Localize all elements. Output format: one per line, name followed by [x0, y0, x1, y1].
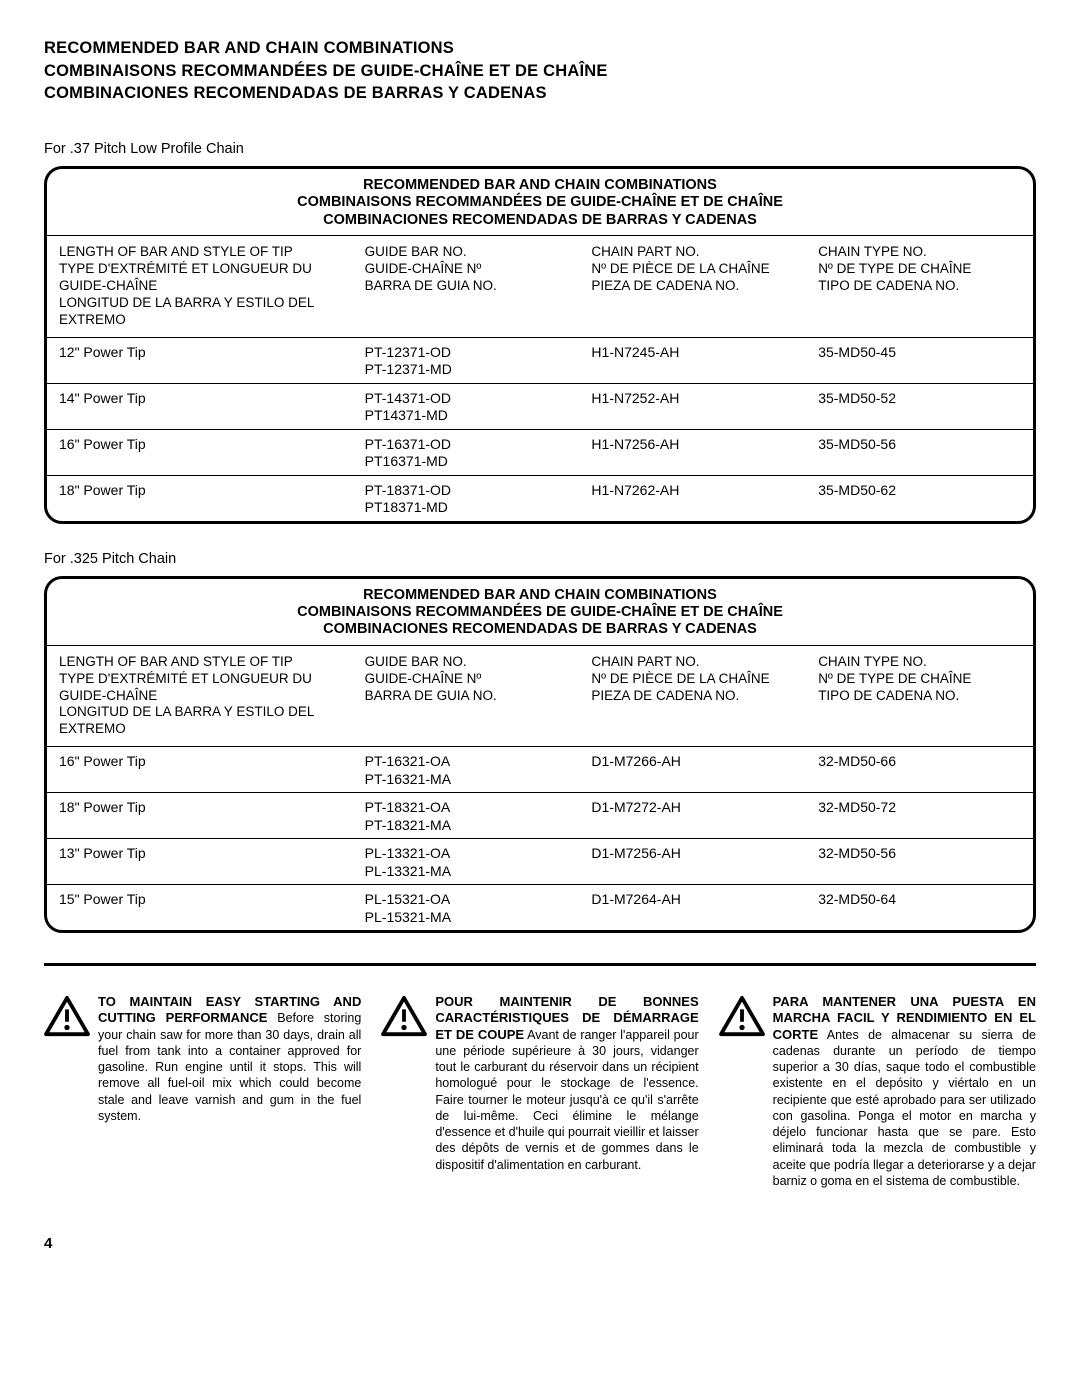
- cell-barno: PT-12371-OD PT-12371-MD: [353, 337, 580, 383]
- table-row: 18" Power Tip PT-18321-OA PT-18321-MA D1…: [47, 793, 1033, 839]
- bar-secondary: PT-16321-MA: [365, 771, 568, 789]
- bar-secondary: PT-12371-MD: [365, 361, 568, 379]
- notice-text: Avant de ranger l'appareil pour une péri…: [435, 1028, 698, 1172]
- table-title-en: RECOMMENDED BAR AND CHAIN COMBINATIONS: [59, 177, 1021, 194]
- col-partno: CHAIN PART NO.Nº DE PIÈCE DE LA CHAÎNEPI…: [579, 236, 806, 337]
- section-divider: [44, 963, 1036, 966]
- bar-secondary: PT16371-MD: [365, 453, 568, 471]
- table-row: 16" Power Tip PT-16371-OD PT16371-MD H1-…: [47, 429, 1033, 475]
- col-partno: CHAIN PART NO.Nº DE PIÈCE DE LA CHAÎNEPI…: [579, 645, 806, 746]
- cell-partno: D1-M7266-AH: [579, 747, 806, 793]
- cell-length: 15" Power Tip: [47, 885, 353, 931]
- col-length: LENGTH OF BAR AND STYLE OF TIPTYPE D'EXT…: [47, 236, 353, 337]
- cell-length: 18" Power Tip: [47, 475, 353, 521]
- section2-caption: For .325 Pitch Chain: [44, 550, 1036, 568]
- table-title-fr: COMBINAISONS RECOMMANDÉES DE GUIDE-CHAÎN…: [59, 194, 1021, 211]
- cell-partno: H1-N7245-AH: [579, 337, 806, 383]
- table-325pitch: RECOMMENDED BAR AND CHAIN COMBINATIONS C…: [44, 576, 1036, 934]
- cell-barno: PT-16321-OA PT-16321-MA: [353, 747, 580, 793]
- bar-secondary: PT-18321-MA: [365, 817, 568, 835]
- cell-length: 13" Power Tip: [47, 839, 353, 885]
- cell-partno: D1-M7256-AH: [579, 839, 806, 885]
- cell-partno: H1-N7256-AH: [579, 429, 806, 475]
- notice-body: TO MAINTAIN EASY STARTING AND CUTTING PE…: [98, 994, 361, 1124]
- notice-fr: POUR MAINTENIR DE BONNES CARACTÉRISTIQUE…: [381, 994, 698, 1173]
- warning-icon: [719, 996, 765, 1038]
- bar-secondary: PT18371-MD: [365, 499, 568, 517]
- cell-typeno: 35-MD50-56: [806, 429, 1033, 475]
- table-row: 12" Power Tip PT-12371-OD PT-12371-MD H1…: [47, 337, 1033, 383]
- cell-typeno: 32-MD50-64: [806, 885, 1033, 931]
- warning-icon: [381, 996, 427, 1038]
- bar-primary: PT-12371-OD: [365, 344, 568, 362]
- col-length: LENGTH OF BAR AND STYLE OF TIPTYPE D'EXT…: [47, 645, 353, 746]
- table-header-row: LENGTH OF BAR AND STYLE OF TIPTYPE D'EXT…: [47, 645, 1033, 746]
- cell-barno: PL-13321-OA PL-13321-MA: [353, 839, 580, 885]
- notice-en: TO MAINTAIN EASY STARTING AND CUTTING PE…: [44, 994, 361, 1124]
- cell-typeno: 32-MD50-56: [806, 839, 1033, 885]
- notice-es: PARA MANTENER UNA PUESTA EN MARCHA FACIL…: [719, 994, 1036, 1189]
- cell-barno: PT-18371-OD PT18371-MD: [353, 475, 580, 521]
- table-row: 16" Power Tip PT-16321-OA PT-16321-MA D1…: [47, 747, 1033, 793]
- warning-icon: [44, 996, 90, 1038]
- table-row: 14" Power Tip PT-14371-OD PT14371-MD H1-…: [47, 383, 1033, 429]
- cell-partno: D1-M7272-AH: [579, 793, 806, 839]
- bar-primary: PT-18321-OA: [365, 799, 568, 817]
- table-row: 15" Power Tip PL-15321-OA PL-15321-MA D1…: [47, 885, 1033, 931]
- bar-secondary: PT14371-MD: [365, 407, 568, 425]
- notice-text: Antes de almacenar su sierra de cadenas …: [773, 1028, 1036, 1188]
- bar-secondary: PL-15321-MA: [365, 909, 568, 927]
- cell-length: 14" Power Tip: [47, 383, 353, 429]
- cell-typeno: 32-MD50-72: [806, 793, 1033, 839]
- table-325pitch-grid: LENGTH OF BAR AND STYLE OF TIPTYPE D'EXT…: [47, 645, 1033, 930]
- heading-es: COMBINACIONES RECOMENDADAS DE BARRAS Y C…: [44, 83, 1036, 104]
- page-number: 4: [44, 1235, 1036, 1254]
- table-37pitch-grid: LENGTH OF BAR AND STYLE OF TIPTYPE D'EXT…: [47, 235, 1033, 520]
- bar-primary: PT-18371-OD: [365, 482, 568, 500]
- table-header-row: LENGTH OF BAR AND STYLE OF TIPTYPE D'EXT…: [47, 236, 1033, 337]
- cell-barno: PT-14371-OD PT14371-MD: [353, 383, 580, 429]
- cell-length: 12" Power Tip: [47, 337, 353, 383]
- maintenance-notices: TO MAINTAIN EASY STARTING AND CUTTING PE…: [44, 994, 1036, 1189]
- cell-barno: PT-16371-OD PT16371-MD: [353, 429, 580, 475]
- cell-length: 18" Power Tip: [47, 793, 353, 839]
- bar-primary: PT-14371-OD: [365, 390, 568, 408]
- notice-body: PARA MANTENER UNA PUESTA EN MARCHA FACIL…: [773, 994, 1036, 1189]
- notice-text: Before storing your chain saw for more t…: [98, 1011, 361, 1123]
- bar-primary: PT-16371-OD: [365, 436, 568, 454]
- cell-typeno: 32-MD50-66: [806, 747, 1033, 793]
- cell-partno: H1-N7252-AH: [579, 383, 806, 429]
- cell-length: 16" Power Tip: [47, 747, 353, 793]
- table-title-es: COMBINACIONES RECOMENDADAS DE BARRAS Y C…: [59, 212, 1021, 229]
- cell-typeno: 35-MD50-45: [806, 337, 1033, 383]
- cell-barno: PT-18321-OA PT-18321-MA: [353, 793, 580, 839]
- table-325pitch-title: RECOMMENDED BAR AND CHAIN COMBINATIONS C…: [47, 579, 1033, 645]
- table-37pitch: RECOMMENDED BAR AND CHAIN COMBINATIONS C…: [44, 166, 1036, 524]
- section1-caption: For .37 Pitch Low Profile Chain: [44, 140, 1036, 158]
- col-barno: GUIDE BAR NO.GUIDE-CHAÎNE NºBARRA DE GUI…: [353, 645, 580, 746]
- cell-barno: PL-15321-OA PL-15321-MA: [353, 885, 580, 931]
- cell-length: 16" Power Tip: [47, 429, 353, 475]
- cell-partno: H1-N7262-AH: [579, 475, 806, 521]
- col-typeno: CHAIN TYPE NO.Nº DE TYPE DE CHAÎNETIPO D…: [806, 236, 1033, 337]
- bar-primary: PL-13321-OA: [365, 845, 568, 863]
- table-title-es: COMBINACIONES RECOMENDADAS DE BARRAS Y C…: [59, 621, 1021, 638]
- table-row: 13" Power Tip PL-13321-OA PL-13321-MA D1…: [47, 839, 1033, 885]
- cell-typeno: 35-MD50-62: [806, 475, 1033, 521]
- bar-primary: PT-16321-OA: [365, 753, 568, 771]
- heading-fr: COMBINAISONS RECOMMANDÉES DE GUIDE-CHAÎN…: [44, 61, 1036, 82]
- bar-secondary: PL-13321-MA: [365, 863, 568, 881]
- table-row: 18" Power Tip PT-18371-OD PT18371-MD H1-…: [47, 475, 1033, 521]
- col-barno: GUIDE BAR NO.GUIDE-CHAÎNE NºBARRA DE GUI…: [353, 236, 580, 337]
- page-heading: RECOMMENDED BAR AND CHAIN COMBINATIONS C…: [44, 38, 1036, 104]
- heading-en: RECOMMENDED BAR AND CHAIN COMBINATIONS: [44, 38, 1036, 59]
- table-title-fr: COMBINAISONS RECOMMANDÉES DE GUIDE-CHAÎN…: [59, 604, 1021, 621]
- table-title-en: RECOMMENDED BAR AND CHAIN COMBINATIONS: [59, 587, 1021, 604]
- col-typeno: CHAIN TYPE NO.Nº DE TYPE DE CHAÎNETIPO D…: [806, 645, 1033, 746]
- bar-primary: PL-15321-OA: [365, 891, 568, 909]
- cell-typeno: 35-MD50-52: [806, 383, 1033, 429]
- table-37pitch-title: RECOMMENDED BAR AND CHAIN COMBINATIONS C…: [47, 169, 1033, 235]
- notice-body: POUR MAINTENIR DE BONNES CARACTÉRISTIQUE…: [435, 994, 698, 1173]
- cell-partno: D1-M7264-AH: [579, 885, 806, 931]
